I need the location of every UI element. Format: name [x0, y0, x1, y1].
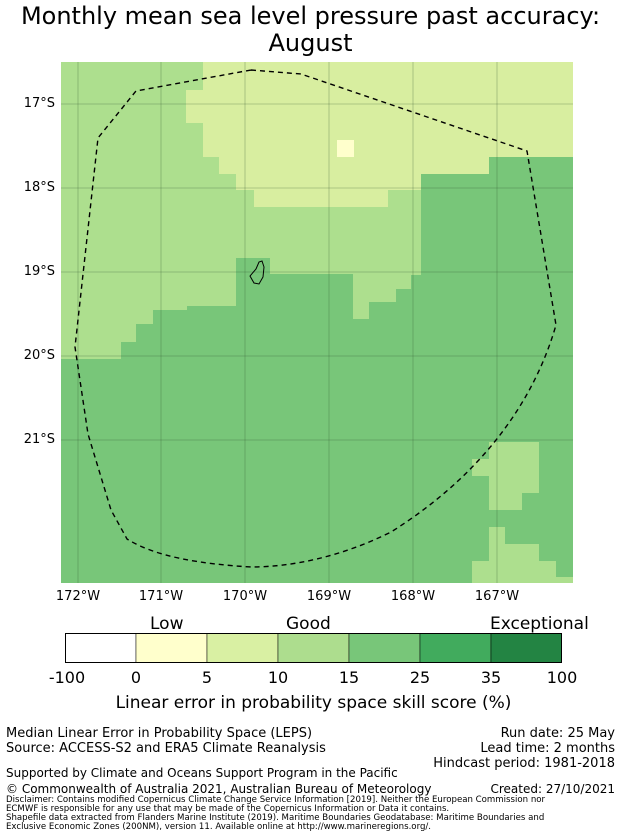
eez-boundary [74, 69, 557, 568]
footer-shapefile-2: Exclusive Economic Zones (200NM), versio… [6, 822, 432, 832]
footer-supported: Supported by Climate and Oceans Support … [6, 766, 398, 780]
region-0-5 [337, 140, 354, 157]
footer-source: Source: ACCESS-S2 and ERA5 Climate Reana… [6, 741, 326, 756]
chart-title-line-2: August [268, 29, 353, 57]
region-5-10-top [186, 62, 573, 207]
x-tick-171w: 171°W [138, 589, 184, 604]
colorbar-tick-neg100: -100 [48, 668, 86, 687]
footer-hindcast-period: Hindcast period: 1981-2018 [433, 756, 615, 771]
colorbar-tick-15: 15 [338, 668, 360, 687]
x-tick-167w: 167°W [474, 589, 520, 604]
colorbar-segment-0 [65, 633, 137, 663]
y-tick-21s: 21°S [23, 432, 55, 447]
colorbar-tick-100: 100 [546, 668, 578, 687]
footer-disclaimer-1: Disclaimer: Contains modified Copernicus… [6, 795, 546, 805]
x-tick-172w: 172°W [55, 589, 101, 604]
footer-copyright: © Commonwealth of Australia 2021, Austra… [6, 782, 432, 796]
chart-title-line-1: Monthly mean sea level pressure past acc… [20, 2, 601, 30]
region-10-15-bottom-right [472, 442, 539, 510]
colorbar-tick-0: 0 [130, 668, 142, 687]
y-tick-19s: 19°S [23, 264, 55, 279]
y-tick-17s: 17°S [23, 96, 55, 111]
x-tick-169w: 169°W [306, 589, 352, 604]
footer-shapefile-1: Shapefile data extracted from Flanders M… [6, 813, 545, 823]
colorbar-label: Linear error in probability space skill … [115, 693, 512, 713]
colorbar-segment-4 [348, 633, 421, 663]
map-svg [61, 62, 573, 583]
colorbar-tick-5: 5 [201, 668, 213, 687]
y-tick-18s: 18°S [23, 180, 55, 195]
region-10-15-bottom [472, 527, 573, 583]
colorbar-segment-1 [135, 633, 208, 663]
colorbar [65, 633, 562, 663]
x-tick-168w: 168°W [390, 589, 436, 604]
colorbar-tick-35: 35 [480, 668, 502, 687]
footer-lead-time: Lead time: 2 months [480, 741, 615, 756]
colorbar-segment-6 [490, 633, 562, 663]
category-low: Low [150, 614, 184, 634]
category-exceptional: Exceptional [490, 614, 589, 634]
skill-map [61, 62, 573, 583]
category-good: Good [286, 614, 331, 634]
colorbar-tick-25: 25 [409, 668, 431, 687]
map-gridlines [61, 62, 573, 583]
footer-created: Created: 27/10/2021 [490, 782, 615, 796]
x-tick-170w: 170°W [222, 589, 268, 604]
colorbar-segment-5 [419, 633, 492, 663]
island-outline [249, 260, 265, 285]
colorbar-segment-3 [277, 633, 350, 663]
footer-run-date: Run date: 25 May [500, 726, 615, 741]
footer-disclaimer-2: ECMWF is responsible for any use that ma… [6, 804, 450, 814]
colorbar-segment-2 [206, 633, 279, 663]
y-tick-20s: 20°S [23, 348, 55, 363]
colorbar-tick-10: 10 [267, 668, 289, 687]
footer-method: Median Linear Error in Probability Space… [6, 726, 313, 741]
